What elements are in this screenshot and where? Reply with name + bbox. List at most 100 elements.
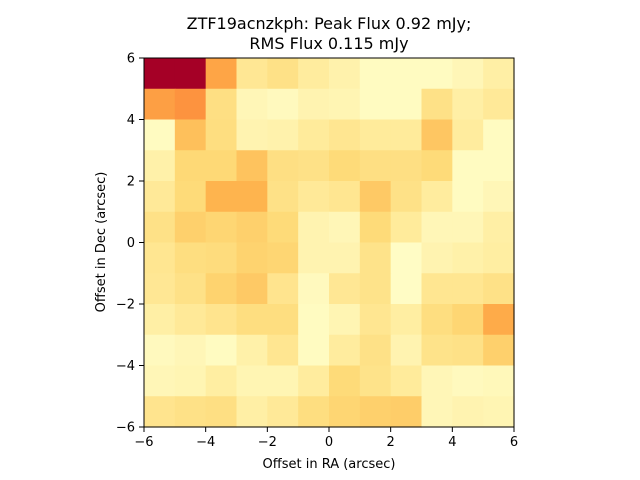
heatmap-cell [298, 365, 330, 397]
heatmap-cell [236, 365, 268, 397]
y-tick-label: 2 [127, 175, 135, 190]
heatmap-cell [421, 242, 453, 274]
heatmap-cell [452, 242, 484, 274]
heatmap-cell [483, 304, 515, 336]
heatmap-cell [329, 304, 361, 336]
heatmap-cell [205, 119, 238, 151]
heatmap-cell [329, 211, 361, 244]
heatmap-cell [452, 304, 484, 336]
heatmap-cell [359, 365, 392, 397]
heatmap-cell [329, 181, 361, 213]
x-axis-ticks: −6 −4 −2 0 2 4 6 [134, 427, 518, 450]
heatmap-cell [359, 119, 392, 151]
x-tick-label: −4 [196, 435, 215, 450]
heatmap-cell [329, 334, 361, 367]
heatmap-cell [267, 150, 299, 182]
heatmap-cell [390, 119, 423, 151]
heatmap-cell [390, 334, 423, 367]
heatmap-cell [452, 88, 484, 121]
heatmap-cell [174, 88, 207, 121]
heatmap-cell [144, 396, 176, 428]
heatmap-cell [483, 119, 515, 151]
heatmap-cell [359, 304, 392, 336]
heatmap-cell [205, 242, 238, 274]
heatmap-cell [236, 396, 268, 428]
heatmap-cell [483, 273, 515, 305]
heatmap-cell [174, 334, 207, 367]
heatmap-cell [236, 304, 268, 336]
heatmap-cell [267, 273, 299, 305]
heatmap-cell [390, 88, 423, 121]
heatmap-cell [236, 150, 268, 182]
y-tick-label: −4 [116, 359, 135, 374]
heatmap-cell [359, 88, 392, 121]
x-tick-label: 0 [325, 435, 333, 450]
heatmap-cell [174, 396, 207, 428]
heatmap-cell [483, 181, 515, 213]
heatmap-cell [205, 58, 238, 90]
heatmap-cell [452, 273, 484, 305]
heatmap-cell [144, 242, 176, 274]
heatmap-cell [329, 58, 361, 90]
heatmap-cell [267, 304, 299, 336]
heatmap-cell [359, 334, 392, 367]
heatmap-cell [205, 181, 238, 213]
heatmap-cell [329, 150, 361, 182]
y-tick-label: −2 [116, 298, 135, 313]
heatmap-cell [205, 396, 238, 428]
heatmap-cell [205, 334, 238, 367]
heatmap-cell [298, 88, 330, 121]
heatmap-cell [359, 396, 392, 428]
heatmap-cell [298, 334, 330, 367]
x-tick-label: −2 [258, 435, 277, 450]
heatmap-cell [144, 365, 176, 397]
heatmap-cell [298, 396, 330, 428]
heatmap-cell [298, 119, 330, 151]
heatmap-cell [144, 273, 176, 305]
heatmap-cell [359, 242, 392, 274]
heatmap-cell [483, 365, 515, 397]
heatmap-cell [267, 119, 299, 151]
x-tick-label: 2 [387, 435, 395, 450]
heatmap-cell [236, 181, 268, 213]
heatmap-cell [205, 150, 238, 182]
x-tick-label: −6 [134, 435, 153, 450]
heatmap-cell [298, 304, 330, 336]
heatmap-cell [329, 273, 361, 305]
heatmap-cell [205, 88, 238, 121]
heatmap-cell [483, 334, 515, 367]
heatmap-cells [144, 58, 515, 428]
heatmap-cell [174, 119, 207, 151]
heatmap-cell [144, 334, 176, 367]
heatmap-cell [174, 304, 207, 336]
heatmap-cell [390, 58, 423, 90]
heatmap-cell [298, 150, 330, 182]
heatmap-cell [298, 58, 330, 90]
heatmap-cell [144, 150, 176, 182]
x-tick-label: 6 [510, 435, 518, 450]
heatmap-cell [267, 58, 299, 90]
heatmap-cell [421, 119, 453, 151]
heatmap-cell [298, 211, 330, 244]
heatmap-cell [359, 181, 392, 213]
heatmap-cell [329, 396, 361, 428]
heatmap-cell [483, 88, 515, 121]
heatmap-cell [144, 58, 176, 90]
heatmap-cell [267, 396, 299, 428]
heatmap-cell [144, 181, 176, 213]
y-axis-label: Offset in Dec (arcsec) [94, 172, 109, 313]
heatmap-cell [483, 150, 515, 182]
heatmap-cell [267, 242, 299, 274]
heatmap-cell [236, 119, 268, 151]
heatmap-cell [144, 119, 176, 151]
heatmap-cell [483, 396, 515, 428]
heatmap-cell [452, 211, 484, 244]
heatmap-cell [452, 334, 484, 367]
heatmap-cell [452, 58, 484, 90]
heatmap-cell [236, 58, 268, 90]
heatmap-cell [298, 181, 330, 213]
heatmap-cell [236, 211, 268, 244]
heatmap-cell [421, 88, 453, 121]
heatmap-cell [390, 211, 423, 244]
